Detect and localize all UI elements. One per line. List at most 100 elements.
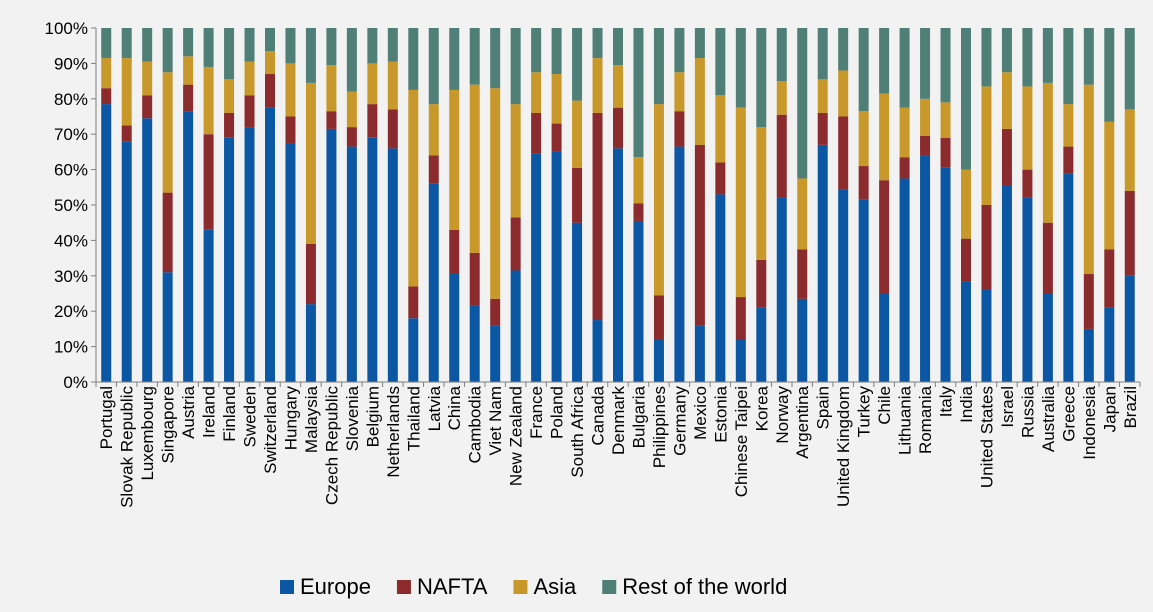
- bar-russia-rest-of-the-world: [1022, 28, 1033, 87]
- bar-lithuania-asia: [899, 107, 910, 158]
- bar-slovak-republic-asia: [121, 58, 132, 126]
- bar-russia-asia: [1022, 86, 1033, 170]
- legend-label-nafta: NAFTA: [417, 574, 488, 599]
- bar-chinese-taipei-nafta: [735, 297, 746, 340]
- x-tick-label: Philippines: [650, 386, 669, 468]
- bar-bulgaria-nafta: [633, 203, 644, 221]
- bar-united-states-rest-of-the-world: [981, 28, 992, 87]
- bar-israel-rest-of-the-world: [1001, 28, 1012, 73]
- x-tick-label: Australia: [1039, 385, 1058, 452]
- bar-mexico-nafta: [694, 144, 705, 326]
- x-tick-label: Estonia: [711, 385, 730, 442]
- bar-ireland-europe: [203, 229, 214, 382]
- x-tick-label: Malaysia: [302, 385, 321, 453]
- bar-luxembourg-asia: [142, 61, 153, 96]
- bar-norway-asia: [776, 81, 787, 115]
- x-tick-label: Austria: [179, 385, 198, 438]
- bar-united-states-europe: [981, 289, 992, 382]
- bar-malaysia-nafta: [305, 243, 316, 305]
- bar-czech-republic-europe: [326, 128, 337, 382]
- bar-brazil-nafta: [1124, 190, 1135, 276]
- bar-lithuania-rest-of-the-world: [899, 28, 910, 108]
- x-tick-label: Japan: [1100, 386, 1119, 432]
- bar-japan-nafta: [1104, 249, 1115, 308]
- bar-cambodia-asia: [469, 84, 480, 253]
- bar-estonia-asia: [715, 95, 726, 163]
- bar-poland-europe: [551, 151, 562, 382]
- legend-swatch-europe: [280, 580, 294, 594]
- bar-ireland-asia: [203, 66, 214, 135]
- bar-portugal-asia: [101, 58, 112, 89]
- x-tick-label: Germany: [670, 386, 689, 456]
- bar-philippines-nafta: [653, 295, 664, 340]
- bar-netherlands-asia: [387, 61, 398, 110]
- bar-china-nafta: [449, 229, 460, 275]
- y-tick-label: 100%: [45, 19, 88, 38]
- bar-singapore-europe: [162, 272, 173, 382]
- bar-belgium-europe: [367, 137, 378, 382]
- bar-france-nafta: [531, 112, 542, 154]
- bar-new-zealand-nafta: [510, 217, 521, 271]
- bar-china-asia: [449, 89, 460, 230]
- bar-denmark-nafta: [613, 107, 623, 149]
- bar-brazil-europe: [1124, 275, 1135, 382]
- bar-switzerland-nafta: [265, 74, 275, 108]
- x-tick-label: Belgium: [363, 386, 382, 447]
- bar-mexico-europe: [694, 325, 705, 382]
- bar-greece-asia: [1063, 104, 1074, 147]
- x-tick-label: Slovenia: [343, 385, 362, 451]
- bar-canada-nafta: [592, 112, 603, 321]
- bar-denmark-asia: [613, 65, 623, 108]
- bar-korea-asia: [756, 127, 767, 260]
- bar-thailand-europe: [408, 318, 419, 382]
- bar-turkey-nafta: [858, 166, 869, 200]
- bar-ireland-nafta: [203, 134, 214, 230]
- bar-czech-republic-nafta: [326, 111, 337, 129]
- bar-cambodia-rest-of-the-world: [469, 28, 480, 85]
- bar-germany-rest-of-the-world: [674, 28, 685, 73]
- bar-chinese-taipei-europe: [735, 339, 746, 382]
- x-tick-label: Bulgaria: [629, 385, 648, 448]
- bar-india-europe: [961, 281, 971, 382]
- bar-slovenia-asia: [346, 91, 357, 128]
- bar-indonesia-europe: [1083, 328, 1094, 382]
- x-tick-label: Singapore: [159, 386, 178, 464]
- bar-thailand-rest-of-the-world: [408, 28, 419, 90]
- x-tick-label: India: [957, 385, 976, 422]
- bar-south-africa-europe: [572, 222, 583, 382]
- bar-malaysia-europe: [305, 304, 316, 382]
- x-tick-label: Romania: [916, 385, 935, 454]
- bar-latvia-rest-of-the-world: [428, 28, 439, 105]
- bar-netherlands-europe: [387, 148, 398, 382]
- x-tick-label: Sweden: [241, 386, 260, 447]
- bar-belgium-nafta: [367, 104, 378, 138]
- bar-switzerland-rest-of-the-world: [265, 28, 275, 52]
- x-tick-label: Israel: [998, 386, 1017, 428]
- bar-bulgaria-asia: [633, 157, 644, 204]
- bar-slovenia-rest-of-the-world: [346, 28, 357, 92]
- y-tick-label: 30%: [54, 267, 88, 286]
- bar-sweden-rest-of-the-world: [244, 28, 255, 62]
- bar-denmark-europe: [613, 148, 623, 382]
- bar-chinese-taipei-asia: [735, 107, 746, 298]
- x-tick-label: New Zealand: [507, 386, 526, 486]
- y-tick-label: 60%: [54, 161, 88, 180]
- x-tick-label: Slovak Republic: [118, 386, 137, 508]
- x-tick-label: Denmark: [609, 386, 628, 455]
- bar-norway-rest-of-the-world: [776, 28, 787, 82]
- bar-japan-rest-of-the-world: [1104, 28, 1115, 122]
- bar-israel-nafta: [1001, 128, 1012, 186]
- bar-philippines-rest-of-the-world: [653, 28, 664, 105]
- bar-portugal-nafta: [101, 88, 112, 105]
- bar-lithuania-nafta: [899, 157, 910, 179]
- x-tick-label: Norway: [773, 386, 792, 444]
- bar-argentina-europe: [797, 298, 808, 382]
- x-tick-label: Latvia: [425, 385, 444, 431]
- bar-estonia-rest-of-the-world: [715, 28, 726, 96]
- x-tick-label: Thailand: [404, 386, 423, 451]
- x-tick-label: Spain: [814, 386, 833, 429]
- legend-swatch-asia: [513, 580, 528, 594]
- x-tick-label: Switzerland: [261, 386, 280, 474]
- bar-poland-rest-of-the-world: [551, 28, 562, 75]
